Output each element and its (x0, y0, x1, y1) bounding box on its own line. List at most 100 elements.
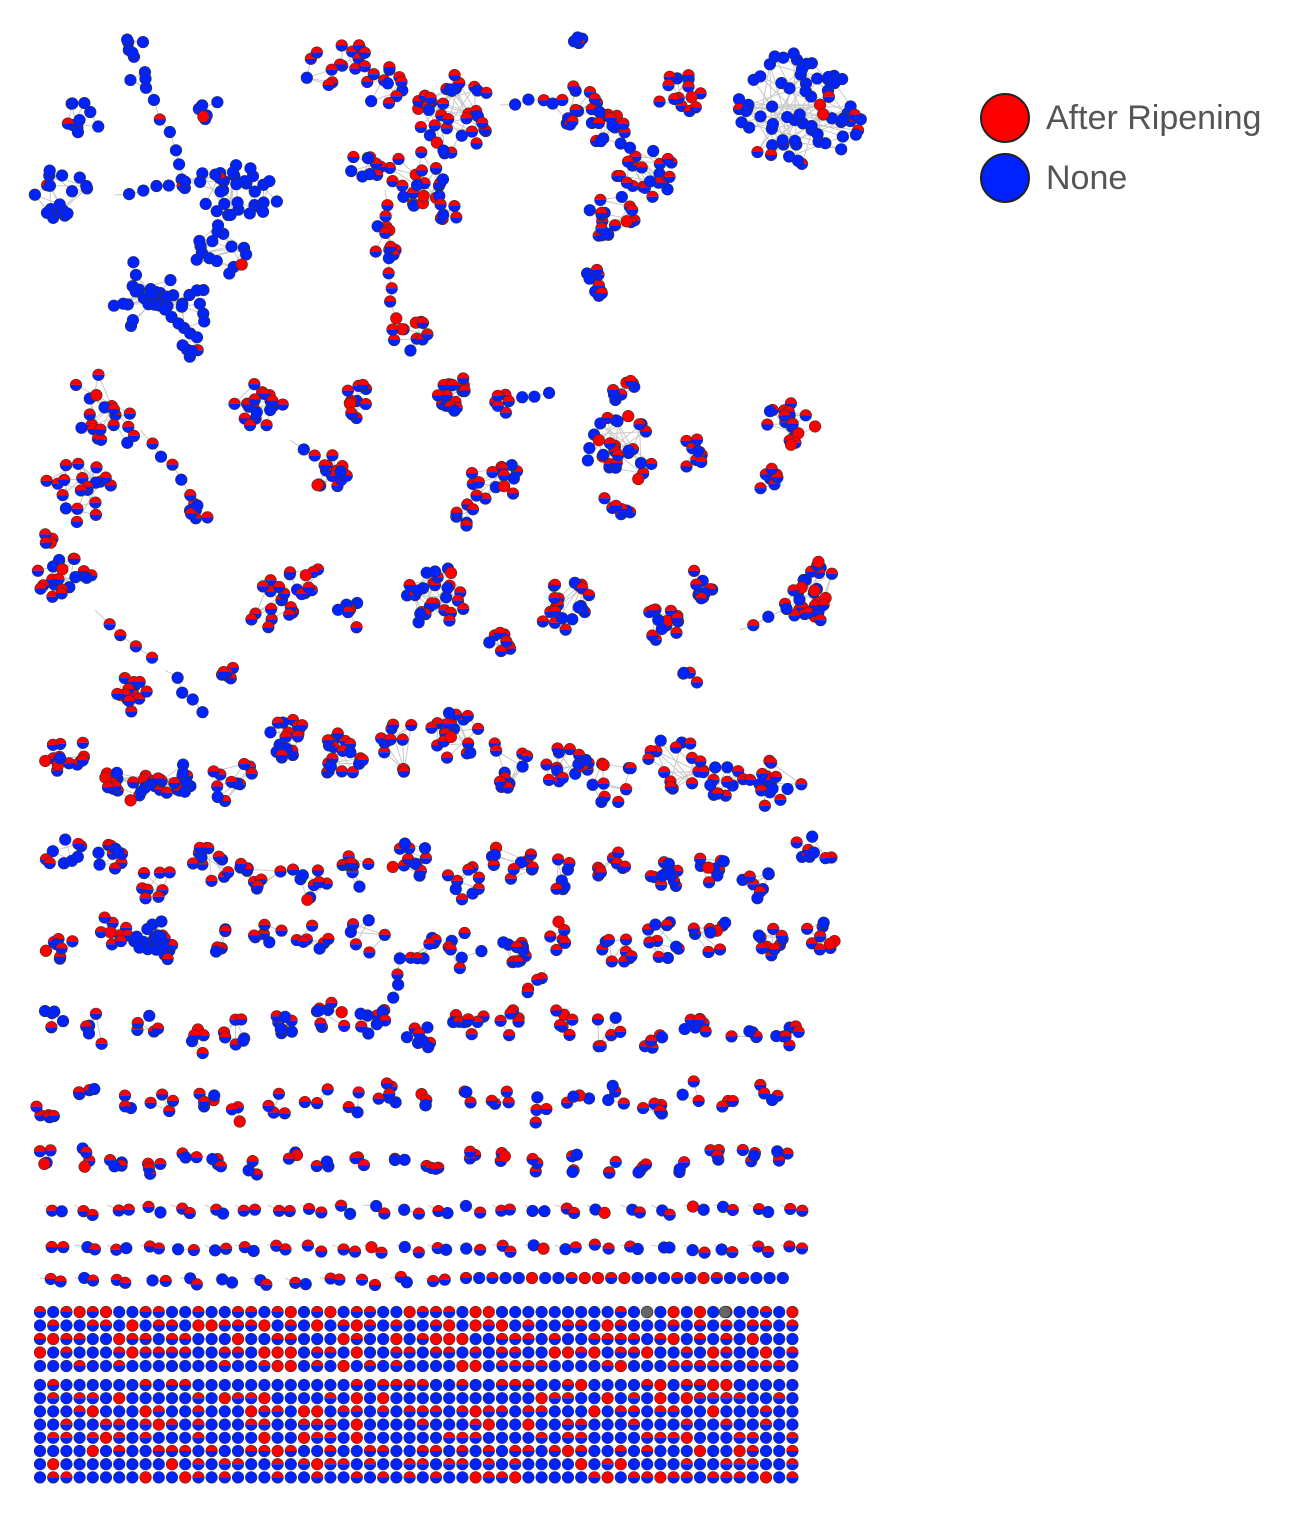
network-node (469, 1471, 482, 1484)
network-node (552, 853, 565, 866)
network-node (279, 1010, 292, 1023)
network-node (73, 1346, 86, 1359)
network-node (152, 1378, 165, 1392)
network-node (400, 1031, 414, 1044)
network-node (473, 1271, 486, 1285)
network-node (654, 1431, 667, 1444)
network-node (509, 1332, 522, 1346)
network-node (667, 1458, 680, 1471)
network-node (377, 1346, 390, 1359)
network-node (694, 755, 707, 768)
network-node (126, 1405, 139, 1418)
network-node (746, 1458, 759, 1471)
network-node (337, 1431, 350, 1444)
network-node (417, 189, 430, 202)
network-node (457, 602, 470, 616)
network-node (614, 1431, 627, 1444)
network-node (126, 1431, 139, 1444)
network-node (746, 1392, 759, 1405)
network-node (324, 1378, 337, 1392)
network-node (403, 1431, 416, 1444)
network-node (493, 775, 507, 788)
network-node (403, 1332, 416, 1346)
network-node (720, 1471, 733, 1484)
network-node (240, 248, 253, 261)
network-node (736, 1143, 749, 1157)
network-node (680, 460, 693, 473)
network-node (142, 1200, 155, 1213)
network-node (311, 1431, 324, 1444)
network-node (425, 597, 438, 610)
network-node (693, 1305, 707, 1319)
network-node (660, 919, 673, 932)
network-node (283, 608, 296, 621)
network-node (66, 97, 79, 110)
network-node (575, 1418, 588, 1431)
network-node (33, 1392, 47, 1405)
network-node (218, 1471, 231, 1484)
network-node (75, 421, 88, 434)
network-node (33, 1444, 47, 1458)
network-node (434, 198, 447, 211)
network-node (390, 1332, 403, 1346)
network-node (667, 1431, 680, 1444)
network-node (737, 1271, 750, 1285)
network-node (218, 1378, 231, 1392)
network-node (207, 765, 220, 778)
network-node (680, 1392, 693, 1405)
network-node (516, 760, 529, 773)
network-node (154, 450, 168, 463)
network-node (384, 240, 397, 253)
network-node (139, 1405, 152, 1418)
network-node (509, 1458, 522, 1471)
network-node (588, 1332, 601, 1346)
network-node (205, 1471, 218, 1484)
network-node (218, 1031, 232, 1044)
network-node (350, 1332, 363, 1346)
network-node (469, 1405, 482, 1418)
network-node (387, 991, 400, 1004)
network-node (349, 938, 363, 951)
network-node (654, 1405, 667, 1418)
network-node (312, 876, 326, 889)
network-node (348, 1245, 362, 1258)
network-node (443, 1431, 456, 1444)
network-node (443, 1305, 456, 1319)
network-node (390, 312, 403, 325)
network-node (33, 1319, 47, 1332)
network-node (380, 1077, 393, 1090)
network-node (86, 1305, 99, 1319)
network-node (634, 457, 647, 470)
network-node (693, 1346, 707, 1359)
network-node (814, 930, 827, 943)
network-node (113, 1378, 126, 1392)
network-node (363, 1332, 377, 1346)
network-node (218, 1319, 231, 1332)
network-node (416, 1346, 429, 1359)
network-node (644, 1271, 657, 1285)
network-node (123, 187, 136, 201)
network-node (627, 1431, 641, 1444)
network-node (271, 716, 285, 729)
network-node (623, 141, 637, 154)
network-node (311, 1392, 324, 1405)
network-node (152, 1405, 165, 1418)
network-node (566, 1165, 579, 1179)
network-node (377, 1471, 390, 1484)
network-node (609, 1011, 622, 1024)
network-node (219, 924, 232, 938)
network-node (456, 1346, 469, 1359)
network-node (464, 1145, 477, 1158)
network-node (795, 63, 809, 76)
network-node (671, 612, 684, 625)
network-node (614, 1471, 627, 1484)
network-node (641, 1444, 654, 1458)
network-node (258, 918, 271, 932)
network-node (145, 651, 159, 664)
network-node (544, 930, 557, 943)
network-node (235, 1013, 248, 1026)
network-node (535, 1392, 548, 1405)
network-node (196, 1047, 209, 1060)
network-node (627, 1332, 641, 1346)
network-node (139, 1458, 152, 1471)
